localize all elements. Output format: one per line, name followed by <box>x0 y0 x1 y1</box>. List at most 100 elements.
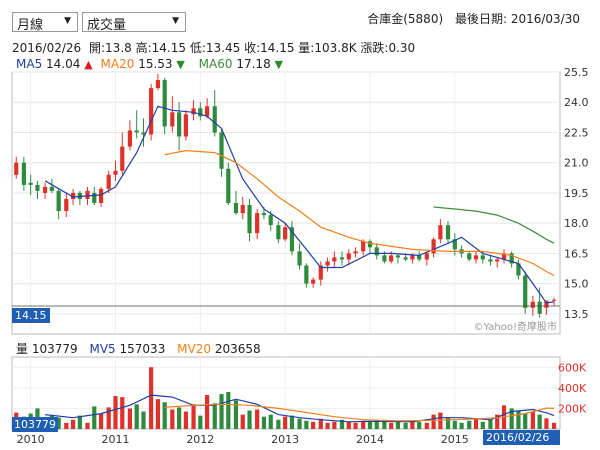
candle-body <box>304 265 309 284</box>
volume-bar <box>495 414 500 429</box>
price-tick-label: 25.5 <box>564 66 589 79</box>
volume-bar <box>311 421 316 429</box>
candle-body <box>205 106 210 117</box>
indicator-select[interactable]: 成交量 ▼ <box>82 12 186 33</box>
volume-bar <box>162 402 167 429</box>
candle-body <box>353 251 358 254</box>
open-label: 開: <box>89 41 106 55</box>
candle-body <box>530 301 535 308</box>
ma-legend: MA5 14.04 ▲ MA20 15.53 ▼ MA60 17.18 ▼ <box>16 57 283 71</box>
candle-body <box>183 114 189 137</box>
ma5-label: MA5 <box>16 57 43 71</box>
volume-bar <box>516 410 521 429</box>
year-tick-label: 2015 <box>441 433 469 446</box>
ma60-line <box>433 206 555 244</box>
candle-body <box>297 251 302 266</box>
volume-bar <box>77 415 82 429</box>
candle-body <box>501 253 507 260</box>
volume-bar <box>297 418 302 429</box>
candle-body <box>403 257 408 260</box>
volume-bar <box>551 422 557 429</box>
candle-body <box>85 190 90 199</box>
volume-bar <box>367 421 373 429</box>
volume-bar <box>170 409 175 429</box>
high-value: 14.15 <box>151 41 186 55</box>
candle-body <box>162 80 167 127</box>
volume-bar <box>452 420 457 429</box>
candle-body <box>289 227 295 252</box>
volume-bar <box>480 421 485 429</box>
ma60-value: 17.18 <box>236 57 271 71</box>
price-tick-label: 22.5 <box>564 126 589 139</box>
mv5-label: MV5 <box>89 342 116 356</box>
volume-bar <box>233 400 239 429</box>
price-tick-label: 18.0 <box>564 217 589 230</box>
candle-body <box>191 108 196 115</box>
volume-bar <box>374 419 379 429</box>
volume-bar <box>467 420 472 429</box>
candle-body <box>346 253 351 260</box>
candle-body <box>42 186 48 193</box>
change-value: 0.30 <box>388 41 416 55</box>
volume-value: 103.8K <box>314 41 357 55</box>
volume-bar <box>219 394 224 429</box>
candle-body <box>70 192 76 199</box>
volume-bar <box>247 410 252 429</box>
chevron-down-icon: ▼ <box>172 16 179 26</box>
volume-bar <box>212 403 217 429</box>
info-date: 2016/02/26 <box>12 41 82 55</box>
volume-bar <box>424 422 429 429</box>
candle-body <box>64 198 69 212</box>
volume-bar <box>389 422 394 429</box>
volume-bar <box>473 418 479 429</box>
candle-body <box>106 174 111 189</box>
candle-body <box>374 247 379 256</box>
candle-body <box>177 112 182 137</box>
candle-body <box>226 168 231 203</box>
vol-value: 103779 <box>31 342 78 356</box>
candle-body <box>438 225 443 240</box>
candle-body <box>410 255 415 260</box>
ma5-value: 14.04 <box>46 57 81 71</box>
candle-body <box>56 190 61 212</box>
volume-legend: 量 103779 MV5 157033 MV20 203658 <box>16 340 261 357</box>
volume-bar <box>155 399 161 429</box>
candle-body <box>325 261 330 266</box>
volume-bar <box>240 414 245 429</box>
candle-body <box>516 263 521 276</box>
ohlc-info: 2016/02/26 開:13.8 高:14.15 低:13.45 收:14.1… <box>12 39 415 56</box>
volume-bar <box>459 422 464 429</box>
candle-body <box>219 132 224 169</box>
volume-bar <box>261 416 267 429</box>
volume-bar <box>98 413 104 429</box>
candle-body <box>395 255 401 258</box>
candle-body <box>467 253 472 260</box>
volume-bar <box>318 418 323 429</box>
volume-bar <box>289 415 295 429</box>
candle-body <box>149 88 154 135</box>
volume-bar <box>332 421 337 429</box>
price-tick-label: 24.0 <box>564 96 589 109</box>
volume-bar <box>106 407 111 429</box>
high-label: 高: <box>135 41 152 55</box>
candle-body <box>537 301 542 314</box>
candle-body <box>488 259 493 262</box>
low-value: 13.45 <box>205 41 241 55</box>
year-tick-label: 2013 <box>271 433 299 446</box>
close-label: 收: <box>244 41 261 55</box>
price-tick-label: 15.0 <box>564 278 589 291</box>
volume-bar <box>205 395 210 429</box>
price-tick-label: 16.5 <box>564 247 589 260</box>
candle-body <box>14 162 19 175</box>
candle-body <box>417 255 422 260</box>
period-select[interactable]: 月線 ▼ <box>12 12 78 33</box>
low-label: 低: <box>189 41 206 55</box>
candle-body <box>445 225 451 240</box>
volume-tick-label: 400K <box>558 382 587 395</box>
volume-bar <box>64 422 69 429</box>
price-tick-label: 21.0 <box>564 157 589 170</box>
candle-body <box>389 255 394 262</box>
volume-bar <box>268 414 273 429</box>
candle-body <box>523 275 528 308</box>
